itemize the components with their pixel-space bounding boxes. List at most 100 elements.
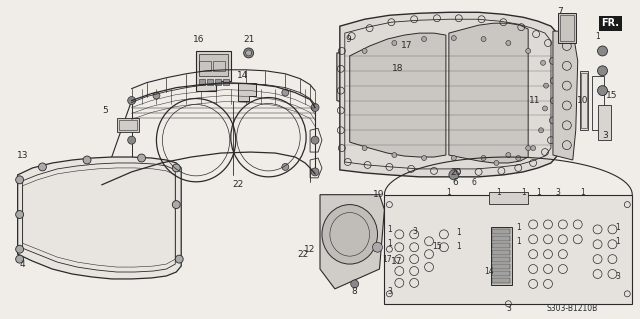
Circle shape xyxy=(543,83,548,88)
Text: 16: 16 xyxy=(193,34,205,44)
Text: 22: 22 xyxy=(298,250,308,259)
Polygon shape xyxy=(320,195,385,289)
Circle shape xyxy=(539,128,543,133)
Text: 3: 3 xyxy=(556,188,561,197)
Circle shape xyxy=(541,60,545,65)
Text: 17: 17 xyxy=(383,255,392,263)
Bar xyxy=(493,243,510,248)
Circle shape xyxy=(392,41,397,46)
Text: 13: 13 xyxy=(17,151,28,160)
Circle shape xyxy=(598,85,607,96)
Text: 1: 1 xyxy=(521,188,525,197)
Bar xyxy=(223,79,229,85)
Circle shape xyxy=(362,145,367,151)
Circle shape xyxy=(172,164,180,172)
Text: 17: 17 xyxy=(401,41,412,50)
Circle shape xyxy=(531,145,536,151)
Text: 3: 3 xyxy=(506,304,511,313)
Bar xyxy=(490,227,512,285)
Circle shape xyxy=(404,73,410,78)
Circle shape xyxy=(506,152,511,158)
Circle shape xyxy=(598,46,607,56)
Text: S303-B1210B: S303-B1210B xyxy=(547,304,598,313)
Text: 6: 6 xyxy=(471,178,476,187)
Text: 17: 17 xyxy=(390,256,402,266)
Circle shape xyxy=(282,163,289,170)
Bar xyxy=(598,106,611,140)
Bar xyxy=(591,76,604,130)
Bar xyxy=(493,271,510,276)
Text: 9: 9 xyxy=(345,34,351,44)
Circle shape xyxy=(38,163,47,171)
Circle shape xyxy=(525,48,531,53)
Text: 1: 1 xyxy=(447,188,451,197)
Text: 18: 18 xyxy=(392,64,403,73)
Circle shape xyxy=(403,270,411,278)
Circle shape xyxy=(175,255,183,263)
Text: 15: 15 xyxy=(605,91,617,100)
Circle shape xyxy=(543,106,547,111)
Text: 1: 1 xyxy=(580,188,585,197)
Circle shape xyxy=(15,211,24,219)
Bar xyxy=(213,61,225,71)
Polygon shape xyxy=(553,31,578,160)
Circle shape xyxy=(598,66,607,76)
Circle shape xyxy=(525,145,531,151)
Circle shape xyxy=(15,176,24,184)
Text: 1: 1 xyxy=(456,228,461,237)
Circle shape xyxy=(451,36,456,41)
Bar xyxy=(116,118,139,132)
Bar xyxy=(493,229,510,234)
Text: 7: 7 xyxy=(557,7,563,16)
Text: 12: 12 xyxy=(305,245,316,254)
Bar xyxy=(493,278,510,283)
Bar xyxy=(488,192,528,204)
Polygon shape xyxy=(237,83,255,100)
Text: 21: 21 xyxy=(243,34,254,44)
Bar xyxy=(493,250,510,255)
Text: 10: 10 xyxy=(577,96,588,105)
Circle shape xyxy=(451,156,456,160)
Text: 3: 3 xyxy=(615,272,620,281)
Polygon shape xyxy=(349,33,446,157)
Bar xyxy=(493,264,510,269)
Circle shape xyxy=(128,97,136,105)
Bar xyxy=(493,257,510,262)
Bar xyxy=(580,71,588,130)
Circle shape xyxy=(516,156,521,160)
Circle shape xyxy=(83,156,91,164)
Circle shape xyxy=(153,92,160,99)
Bar xyxy=(385,195,632,304)
Circle shape xyxy=(15,245,24,253)
Circle shape xyxy=(494,160,499,166)
Bar xyxy=(580,73,587,128)
Bar xyxy=(199,61,211,71)
Circle shape xyxy=(372,242,383,252)
Text: 1: 1 xyxy=(516,223,520,232)
Circle shape xyxy=(362,48,367,53)
Bar xyxy=(493,236,510,241)
Circle shape xyxy=(138,154,145,162)
Text: 8: 8 xyxy=(352,287,358,296)
Circle shape xyxy=(244,48,253,58)
Bar xyxy=(392,73,403,81)
Circle shape xyxy=(172,201,180,209)
Circle shape xyxy=(422,156,427,160)
Text: 15: 15 xyxy=(432,242,442,251)
Circle shape xyxy=(282,89,289,96)
Polygon shape xyxy=(340,12,558,177)
Circle shape xyxy=(481,37,486,41)
Circle shape xyxy=(15,255,24,263)
Circle shape xyxy=(128,136,136,144)
Text: 1: 1 xyxy=(387,225,392,234)
Circle shape xyxy=(422,37,427,41)
Circle shape xyxy=(128,168,136,176)
Circle shape xyxy=(449,170,459,180)
Circle shape xyxy=(311,168,319,176)
Circle shape xyxy=(311,103,319,111)
Text: 1: 1 xyxy=(536,188,540,197)
Text: 6: 6 xyxy=(452,178,458,187)
Text: 14: 14 xyxy=(484,266,493,276)
Polygon shape xyxy=(449,23,528,163)
Text: 1: 1 xyxy=(595,32,600,41)
